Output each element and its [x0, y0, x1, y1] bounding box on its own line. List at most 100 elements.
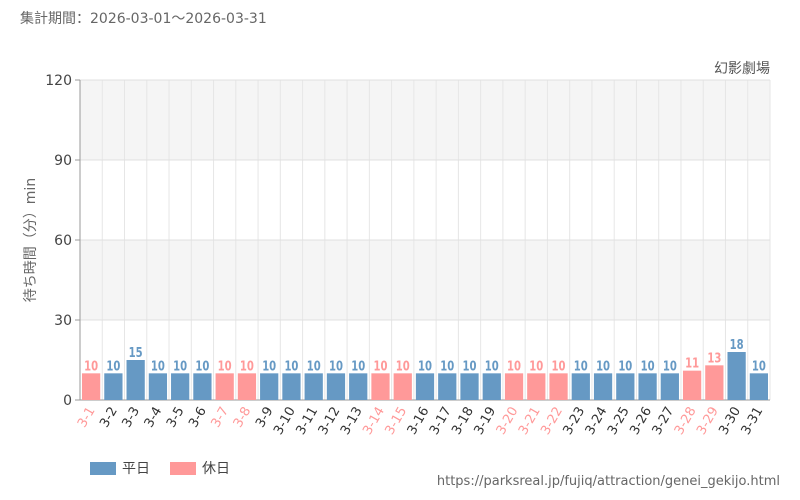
x-tick-label: 3-14: [360, 405, 388, 438]
x-tick-label: 3-22: [538, 405, 566, 438]
bar: [438, 373, 457, 400]
bar-value-label: 10: [507, 359, 521, 374]
legend-label-weekday: 平日: [122, 461, 150, 477]
bar-value-label: 10: [396, 359, 410, 374]
bar-value-label: 18: [730, 338, 744, 353]
bar-value-label: 10: [373, 359, 387, 374]
x-tick-label: 3-3: [120, 405, 144, 431]
bar: [349, 373, 368, 400]
y-tick-label: 0: [63, 393, 72, 409]
bar-value-label: 10: [485, 359, 499, 374]
bar-value-label: 10: [151, 359, 165, 374]
source-url: https://parksreal.jp/fujiq/attraction/ge…: [436, 474, 780, 489]
x-tick-label: 3-21: [516, 405, 544, 438]
bar-value-label: 10: [574, 359, 588, 374]
x-tick-label: 3-4: [142, 405, 166, 431]
bar: [393, 373, 412, 400]
grid-band: [80, 160, 770, 240]
x-tick-label: 3-23: [561, 405, 589, 438]
bar-value-label: 10: [84, 359, 98, 374]
legend: 平日 休日: [90, 458, 230, 478]
x-tick-label: 3-18: [449, 405, 477, 438]
bar: [126, 360, 145, 400]
grid-band: [80, 240, 770, 320]
bar-value-label: 10: [641, 359, 655, 374]
bar: [237, 373, 257, 400]
x-tick-label: 3-28: [672, 405, 700, 438]
x-tick-label: 3-8: [231, 405, 255, 431]
bar: [705, 365, 724, 400]
bar-value-label: 10: [618, 359, 632, 374]
bar-value-label: 10: [596, 359, 610, 374]
y-tick-label: 120: [45, 73, 72, 89]
bar: [148, 373, 168, 400]
x-tick-label: 3-19: [471, 404, 499, 437]
bar-value-label: 10: [752, 359, 766, 374]
bar-value-label: 15: [129, 346, 143, 361]
bar: [171, 373, 190, 400]
bar: [104, 373, 123, 400]
bar: [616, 373, 635, 400]
x-tick-label: 3-6: [186, 405, 210, 431]
x-tick-label: 3-5: [164, 405, 188, 431]
x-tick-label: 3-2: [97, 405, 121, 431]
bar: [282, 373, 301, 400]
x-tick-label: 3-24: [583, 405, 611, 438]
legend-item-weekday: 平日: [90, 458, 150, 478]
x-tick-label: 3-10: [271, 405, 299, 438]
y-tick-label: 90: [54, 153, 72, 169]
bar: [326, 373, 346, 400]
bar: [727, 352, 746, 400]
bar-value-label: 10: [418, 359, 432, 374]
bar: [371, 373, 390, 400]
x-tick-label: 3-26: [627, 405, 655, 438]
y-tick-label: 30: [54, 313, 72, 329]
legend-item-holiday: 休日: [170, 458, 230, 478]
bar: [260, 373, 279, 400]
bar: [660, 373, 679, 400]
bar: [82, 373, 101, 400]
bar-value-label: 10: [195, 359, 209, 374]
bar-value-label: 10: [240, 359, 254, 374]
bar: [504, 373, 524, 400]
bar-value-label: 11: [685, 357, 699, 372]
x-tick-label: 3-27: [650, 405, 678, 438]
bar-value-label: 10: [307, 359, 321, 374]
x-tick-label: 3-16: [405, 405, 433, 438]
bar: [593, 373, 613, 400]
bar-value-label: 10: [284, 359, 298, 374]
bar-value-label: 10: [173, 359, 187, 374]
bar-value-label: 10: [262, 359, 276, 374]
bar: [749, 373, 768, 400]
x-tick-label: 3-13: [338, 405, 366, 438]
x-tick-label: 3-12: [316, 405, 344, 438]
bar: [460, 373, 479, 400]
x-tick-label: 3-29: [694, 405, 722, 438]
bar: [682, 370, 702, 400]
bar-value-label: 10: [351, 359, 365, 374]
x-tick-label: 3-11: [293, 405, 321, 438]
bar: [527, 373, 546, 400]
bar: [482, 373, 501, 400]
bar: [549, 373, 568, 400]
x-tick-label: 3-20: [494, 405, 522, 438]
period-label: 集計期間：2026-03-01～2026-03-31: [20, 11, 267, 27]
bar: [415, 373, 435, 400]
chart-title: 幻影劇場: [714, 61, 770, 77]
legend-label-holiday: 休日: [202, 461, 230, 477]
x-tick-label: 3-17: [427, 405, 455, 438]
bar: [215, 373, 234, 400]
bar-value-label: 10: [218, 359, 232, 374]
x-tick-label: 3-31: [739, 405, 767, 438]
grid-band: [80, 80, 770, 160]
bar-value-label: 10: [106, 359, 120, 374]
bar-value-label: 10: [329, 359, 343, 374]
y-tick-label: 60: [54, 233, 72, 249]
bar-value-label: 10: [552, 359, 566, 374]
bar: [193, 373, 212, 400]
bar-value-label: 13: [707, 351, 721, 366]
legend-swatch-weekday: [90, 461, 116, 475]
x-tick-label: 3-1: [75, 405, 99, 431]
bar: [638, 373, 657, 400]
